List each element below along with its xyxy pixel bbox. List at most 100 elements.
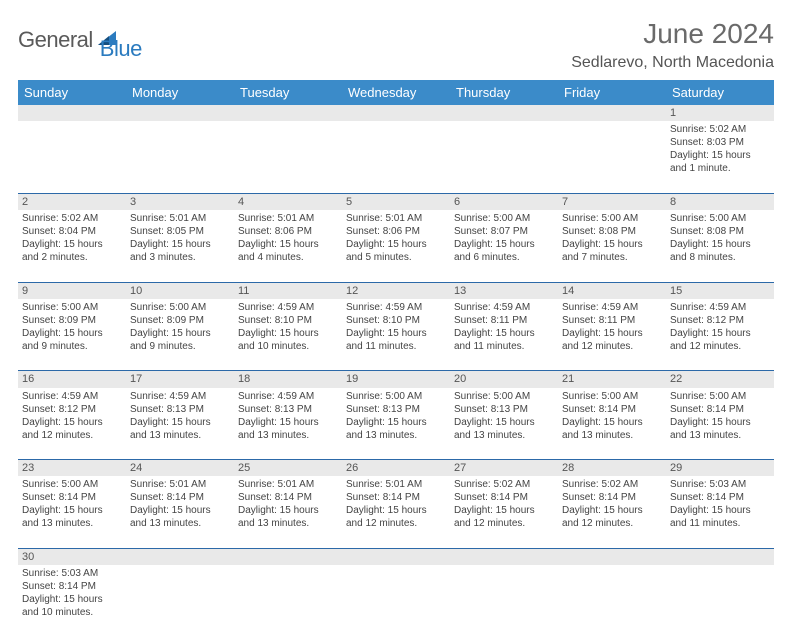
day-data-row: Sunrise: 5:03 AMSunset: 8:14 PMDaylight:… xyxy=(18,565,774,637)
day-data-row: Sunrise: 4:59 AMSunset: 8:12 PMDaylight:… xyxy=(18,388,774,460)
day-number-cell: 6 xyxy=(450,193,558,210)
day-number-cell: 8 xyxy=(666,193,774,210)
weekday-header: Monday xyxy=(126,80,234,105)
day-number-cell xyxy=(342,548,450,565)
day-number-cell: 19 xyxy=(342,371,450,388)
day-data-cell xyxy=(666,565,774,637)
logo-text-1: General xyxy=(18,27,93,53)
weekday-header: Saturday xyxy=(666,80,774,105)
title-block: June 2024 Sedlarevo, North Macedonia xyxy=(571,18,774,72)
day-data-row: Sunrise: 5:00 AMSunset: 8:09 PMDaylight:… xyxy=(18,299,774,371)
day-data-cell: Sunrise: 5:00 AMSunset: 8:14 PMDaylight:… xyxy=(666,388,774,460)
logo: General Blue xyxy=(18,18,142,62)
day-data-row: Sunrise: 5:02 AMSunset: 8:04 PMDaylight:… xyxy=(18,210,774,282)
day-number-cell: 7 xyxy=(558,193,666,210)
day-data-cell: Sunrise: 5:03 AMSunset: 8:14 PMDaylight:… xyxy=(666,476,774,548)
day-number-cell: 21 xyxy=(558,371,666,388)
day-number-cell: 23 xyxy=(18,460,126,477)
day-number-cell: 15 xyxy=(666,282,774,299)
day-data-cell: Sunrise: 4:59 AMSunset: 8:13 PMDaylight:… xyxy=(126,388,234,460)
day-number-cell: 4 xyxy=(234,193,342,210)
calendar-table: Sunday Monday Tuesday Wednesday Thursday… xyxy=(18,80,774,637)
day-number-cell xyxy=(18,105,126,121)
day-number-cell xyxy=(558,548,666,565)
day-number-cell xyxy=(342,105,450,121)
day-data-cell: Sunrise: 5:01 AMSunset: 8:05 PMDaylight:… xyxy=(126,210,234,282)
day-data-cell: Sunrise: 5:00 AMSunset: 8:13 PMDaylight:… xyxy=(342,388,450,460)
day-data-cell xyxy=(450,121,558,193)
day-number-cell: 18 xyxy=(234,371,342,388)
weekday-header: Friday xyxy=(558,80,666,105)
day-number-row: 23242526272829 xyxy=(18,460,774,477)
location: Sedlarevo, North Macedonia xyxy=(571,54,774,72)
day-number-row: 1 xyxy=(18,105,774,121)
day-number-cell: 26 xyxy=(342,460,450,477)
day-data-cell xyxy=(450,565,558,637)
day-number-cell xyxy=(666,548,774,565)
day-number-row: 9101112131415 xyxy=(18,282,774,299)
day-data-cell: Sunrise: 5:02 AMSunset: 8:14 PMDaylight:… xyxy=(558,476,666,548)
day-data-cell: Sunrise: 5:01 AMSunset: 8:14 PMDaylight:… xyxy=(126,476,234,548)
day-data-cell: Sunrise: 4:59 AMSunset: 8:12 PMDaylight:… xyxy=(18,388,126,460)
logo-text-2: Blue xyxy=(100,36,142,61)
day-data-cell xyxy=(342,121,450,193)
day-number-cell: 20 xyxy=(450,371,558,388)
day-data-cell: Sunrise: 4:59 AMSunset: 8:11 PMDaylight:… xyxy=(558,299,666,371)
day-number-cell: 3 xyxy=(126,193,234,210)
day-number-cell xyxy=(126,105,234,121)
day-data-cell: Sunrise: 5:01 AMSunset: 8:14 PMDaylight:… xyxy=(234,476,342,548)
day-data-row: Sunrise: 5:02 AMSunset: 8:03 PMDaylight:… xyxy=(18,121,774,193)
day-data-cell: Sunrise: 4:59 AMSunset: 8:10 PMDaylight:… xyxy=(342,299,450,371)
day-number-cell: 2 xyxy=(18,193,126,210)
day-number-cell: 24 xyxy=(126,460,234,477)
day-data-cell: Sunrise: 5:01 AMSunset: 8:06 PMDaylight:… xyxy=(342,210,450,282)
weekday-header: Thursday xyxy=(450,80,558,105)
day-number-cell: 17 xyxy=(126,371,234,388)
day-number-row: 2345678 xyxy=(18,193,774,210)
day-data-cell xyxy=(558,121,666,193)
day-number-row: 30 xyxy=(18,548,774,565)
day-number-cell xyxy=(558,105,666,121)
day-data-cell: Sunrise: 5:01 AMSunset: 8:14 PMDaylight:… xyxy=(342,476,450,548)
day-data-cell: Sunrise: 5:03 AMSunset: 8:14 PMDaylight:… xyxy=(18,565,126,637)
day-number-cell: 29 xyxy=(666,460,774,477)
day-number-cell xyxy=(234,105,342,121)
day-number-cell: 28 xyxy=(558,460,666,477)
day-number-cell: 1 xyxy=(666,105,774,121)
day-data-cell: Sunrise: 5:00 AMSunset: 8:08 PMDaylight:… xyxy=(666,210,774,282)
day-number-cell: 10 xyxy=(126,282,234,299)
day-data-cell: Sunrise: 5:02 AMSunset: 8:03 PMDaylight:… xyxy=(666,121,774,193)
day-data-cell xyxy=(558,565,666,637)
day-data-cell xyxy=(342,565,450,637)
day-data-cell: Sunrise: 4:59 AMSunset: 8:12 PMDaylight:… xyxy=(666,299,774,371)
day-data-cell: Sunrise: 5:01 AMSunset: 8:06 PMDaylight:… xyxy=(234,210,342,282)
day-data-cell: Sunrise: 5:02 AMSunset: 8:04 PMDaylight:… xyxy=(18,210,126,282)
day-data-cell: Sunrise: 5:02 AMSunset: 8:14 PMDaylight:… xyxy=(450,476,558,548)
weekday-header: Wednesday xyxy=(342,80,450,105)
day-data-cell: Sunrise: 5:00 AMSunset: 8:14 PMDaylight:… xyxy=(18,476,126,548)
day-number-row: 16171819202122 xyxy=(18,371,774,388)
weekday-header: Sunday xyxy=(18,80,126,105)
day-data-cell: Sunrise: 5:00 AMSunset: 8:09 PMDaylight:… xyxy=(18,299,126,371)
day-number-cell: 11 xyxy=(234,282,342,299)
day-number-cell xyxy=(126,548,234,565)
day-data-cell: Sunrise: 5:00 AMSunset: 8:07 PMDaylight:… xyxy=(450,210,558,282)
day-data-cell: Sunrise: 4:59 AMSunset: 8:11 PMDaylight:… xyxy=(450,299,558,371)
day-number-cell: 16 xyxy=(18,371,126,388)
day-data-row: Sunrise: 5:00 AMSunset: 8:14 PMDaylight:… xyxy=(18,476,774,548)
day-number-cell: 27 xyxy=(450,460,558,477)
day-number-cell xyxy=(450,548,558,565)
day-data-cell xyxy=(234,121,342,193)
day-number-cell: 25 xyxy=(234,460,342,477)
day-number-cell: 13 xyxy=(450,282,558,299)
day-number-cell: 14 xyxy=(558,282,666,299)
day-data-cell: Sunrise: 4:59 AMSunset: 8:13 PMDaylight:… xyxy=(234,388,342,460)
day-number-cell xyxy=(450,105,558,121)
day-data-cell xyxy=(18,121,126,193)
day-data-cell xyxy=(234,565,342,637)
day-data-cell: Sunrise: 5:00 AMSunset: 8:09 PMDaylight:… xyxy=(126,299,234,371)
day-number-cell xyxy=(234,548,342,565)
month-title: June 2024 xyxy=(571,18,774,50)
day-number-cell: 30 xyxy=(18,548,126,565)
header: General Blue June 2024 Sedlarevo, North … xyxy=(18,18,774,72)
